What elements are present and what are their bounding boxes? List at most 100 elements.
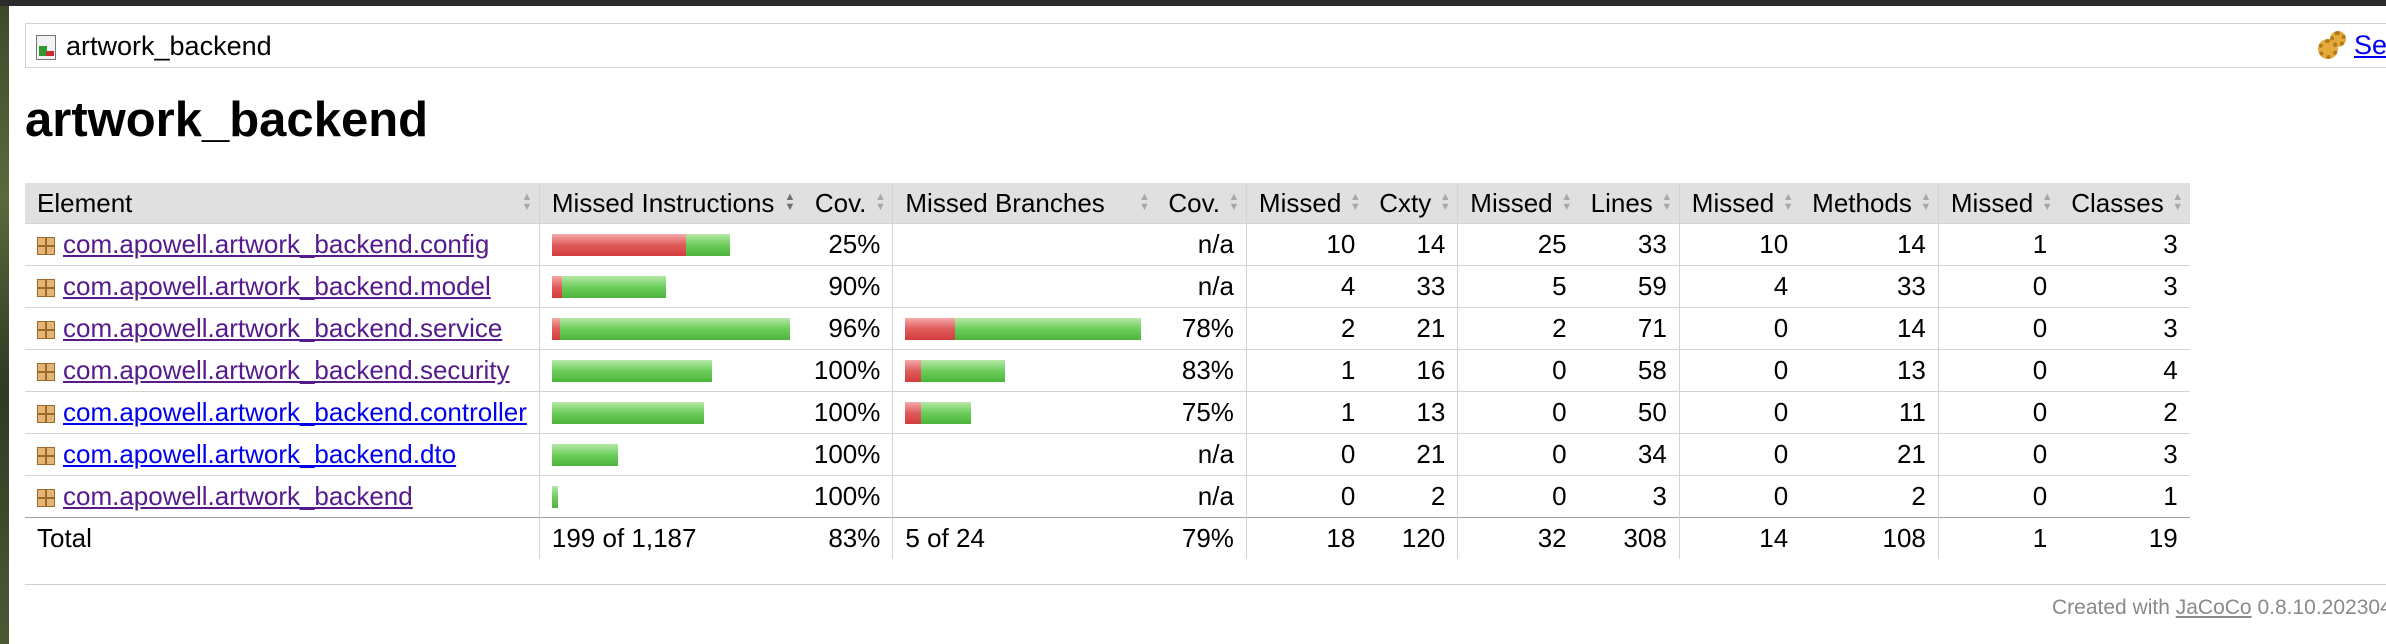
classes: 3: [2059, 307, 2190, 350]
branches-coverage-bar: [905, 444, 1144, 466]
breadcrumb: artwork_backend Sessions: [25, 23, 2386, 68]
package-link[interactable]: com.apowell.artwork_backend.controller: [63, 397, 527, 427]
element-cell: com.apowell.artwork_backend.config: [25, 223, 540, 266]
covered-bar-segment: [955, 317, 1142, 340]
header-branches-cov[interactable]: Cov. ▲ ▼: [1156, 183, 1247, 224]
missed-lines: 25: [1457, 223, 1579, 266]
header-cxty[interactable]: Cxty ▲ ▼: [1367, 183, 1458, 224]
total-branches-cov: 79%: [1156, 517, 1247, 559]
instructions-coverage-bar: [551, 443, 790, 466]
covered-bar-segment: [921, 359, 1006, 382]
missed-bar-segment: [551, 275, 562, 298]
branches-cov: n/a: [1156, 265, 1247, 308]
header-missed-cxty[interactable]: Missed ▲ ▼: [1245, 183, 1368, 224]
instructions-cov: 100%: [801, 433, 893, 476]
package-link[interactable]: com.apowell.artwork_backend.config: [63, 229, 490, 259]
desktop-background: [0, 6, 9, 644]
branches-cov: 78%: [1156, 307, 1247, 350]
element-cell: com.apowell.artwork_backend.dto: [25, 433, 540, 476]
header-element[interactable]: Element ▲ ▼: [25, 183, 540, 224]
header-classes[interactable]: Classes ▲ ▼: [2059, 183, 2190, 224]
lines: 33: [1578, 223, 1680, 266]
sessions-link-container[interactable]: Sessions: [2318, 30, 2386, 61]
footer-divider: [25, 584, 2386, 585]
package-link[interactable]: com.apowell.artwork_backend.model: [63, 271, 491, 301]
sort-icon: ▲ ▼: [1782, 191, 1794, 213]
package-link[interactable]: com.apowell.artwork_backend.dto: [63, 439, 457, 469]
package-link[interactable]: com.apowell.artwork_backend: [63, 481, 413, 511]
covered-bar-segment: [551, 485, 558, 508]
report-icon: [34, 34, 58, 60]
header-missed-lines[interactable]: Missed ▲ ▼: [1457, 183, 1579, 224]
header-missed-instructions[interactable]: Missed Instructions ▲ ▼: [538, 183, 802, 224]
header-lines[interactable]: Lines ▲ ▼: [1578, 183, 1680, 224]
table-row: com.apowell.artwork_backend.controller 10…: [25, 391, 2190, 434]
branches-bar-cell: [892, 307, 1157, 350]
methods: 14: [1800, 307, 1939, 350]
branches-bar-cell: [892, 391, 1157, 434]
package-link[interactable]: com.apowell.artwork_backend.security: [63, 355, 510, 385]
coverage-table: Element ▲ ▼ Missed Instructions ▲ ▼ Cov. ▲ ▼ M…: [25, 183, 2190, 559]
total-row: Total 199 of 1,187 83% 5 of 24 79% 18 12…: [25, 517, 2190, 559]
branches-coverage-bar: [905, 486, 1144, 508]
missed-classes: 0: [1937, 433, 2060, 476]
branches-coverage-bar: [905, 359, 1144, 382]
sort-icon-active: ▲ ▼: [784, 191, 796, 213]
header-methods[interactable]: Methods ▲ ▼: [1800, 183, 1939, 224]
header-missed-branches[interactable]: Missed Branches ▲ ▼: [892, 183, 1157, 224]
instructions-cov: 100%: [801, 391, 893, 434]
header-missed-classes[interactable]: Missed ▲ ▼: [1937, 183, 2060, 224]
methods: 33: [1800, 265, 1939, 308]
missed-methods: 0: [1678, 349, 1801, 392]
branches-cov: n/a: [1156, 475, 1247, 518]
footer-version: 0.8.10.202304240956: [2257, 596, 2386, 619]
package-icon: [37, 237, 55, 255]
cxty: 21: [1367, 433, 1458, 476]
branches-coverage-bar: [905, 401, 1144, 424]
methods: 2: [1800, 475, 1939, 518]
covered-bar-segment: [551, 359, 712, 382]
missed-classes: 0: [1937, 307, 2060, 350]
element-cell: com.apowell.artwork_backend.model: [25, 265, 540, 308]
total-missed-methods: 14: [1678, 517, 1801, 559]
total-missed-classes: 1: [1937, 517, 2060, 559]
package-icon: [37, 321, 55, 339]
branches-coverage-bar: [905, 276, 1144, 298]
covered-bar-segment: [559, 317, 790, 340]
missed-bar-segment: [551, 317, 560, 340]
branches-bar-cell: [892, 475, 1157, 518]
covered-bar-segment: [921, 401, 972, 424]
missed-bar-segment: [905, 401, 922, 424]
classes: 1: [2059, 475, 2190, 518]
branches-bar-cell: [892, 349, 1157, 392]
covered-bar-segment: [685, 233, 730, 256]
branches-cov: n/a: [1156, 223, 1247, 266]
jacoco-link[interactable]: JaCoCo: [2175, 596, 2252, 619]
branches-coverage-bar: [905, 317, 1144, 340]
sort-icon: ▲ ▼: [2041, 191, 2053, 213]
total-label: Total: [25, 517, 540, 559]
methods: 13: [1800, 349, 1939, 392]
classes: 3: [2059, 433, 2190, 476]
lines: 71: [1578, 307, 1680, 350]
session-gears-icon: [2318, 30, 2348, 61]
missed-classes: 0: [1937, 475, 2060, 518]
branches-bar-cell: [892, 433, 1157, 476]
page-title: artwork_backend: [25, 93, 429, 147]
instructions-coverage-bar: [551, 359, 790, 382]
table-header-row: Element ▲ ▼ Missed Instructions ▲ ▼ Cov. ▲ ▼ M…: [25, 183, 2190, 224]
instructions-coverage-bar: [551, 401, 790, 424]
package-icon: [37, 279, 55, 297]
sort-icon: ▲ ▼: [521, 191, 533, 213]
instructions-coverage-bar: [551, 275, 790, 298]
header-instructions-cov[interactable]: Cov. ▲ ▼: [801, 183, 893, 224]
total-classes: 19: [2059, 517, 2190, 559]
total-missed-instructions: 199 of 1,187: [538, 517, 802, 559]
package-link[interactable]: com.apowell.artwork_backend.service: [63, 313, 503, 343]
header-missed-methods[interactable]: Missed ▲ ▼: [1678, 183, 1801, 224]
instructions-cov: 90%: [801, 265, 893, 308]
sessions-link[interactable]: Sessions: [2354, 30, 2386, 60]
element-cell: com.apowell.artwork_backend.service: [25, 307, 540, 350]
branches-cov: 75%: [1156, 391, 1247, 434]
missed-cxty: 4: [1245, 265, 1368, 308]
